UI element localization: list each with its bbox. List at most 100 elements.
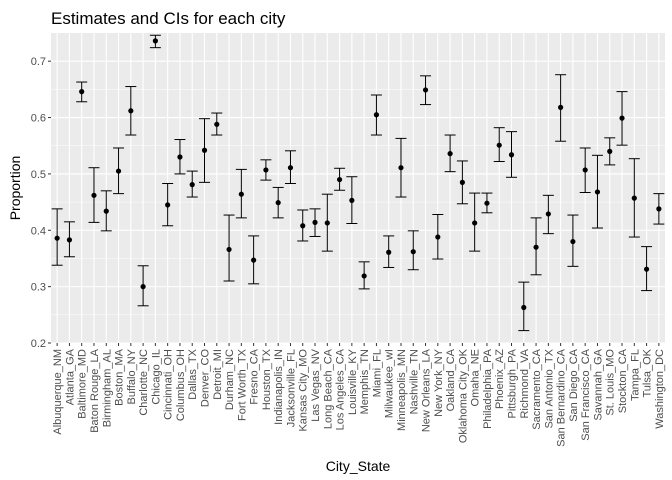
estimate-point xyxy=(447,151,453,157)
x-tick-label: Fresno_CA xyxy=(249,348,261,404)
error-bar xyxy=(235,168,247,219)
error-bar xyxy=(432,213,444,260)
x-tick-label: Oakland_CA xyxy=(445,348,457,411)
error-bar xyxy=(628,158,640,238)
error-bar xyxy=(149,34,161,49)
error-bar xyxy=(358,261,370,290)
error-bar xyxy=(469,192,481,252)
x-tick-label: Indianapolis_IN xyxy=(273,349,285,425)
error-bar xyxy=(567,214,579,267)
estimate-point xyxy=(373,112,380,118)
estimate-point xyxy=(128,108,134,114)
x-tick-label: Washington_DC xyxy=(654,349,666,429)
error-bar xyxy=(370,94,382,136)
error-bar xyxy=(88,167,100,223)
estimate-point xyxy=(177,154,183,160)
estimate-point xyxy=(594,189,601,195)
x-tick-label: Louisville_KY xyxy=(347,348,359,415)
estimate-point xyxy=(361,273,367,279)
estimate-point xyxy=(643,266,650,272)
error-bar xyxy=(383,235,395,268)
estimate-point xyxy=(238,191,244,197)
minor-gridlines xyxy=(51,89,665,316)
error-bar xyxy=(334,167,346,191)
error-bar xyxy=(272,186,284,219)
estimate-point xyxy=(324,220,330,226)
error-bar xyxy=(63,221,75,258)
error-bar xyxy=(113,147,125,195)
estimate-point xyxy=(484,200,490,206)
x-tick-label: Savannah_GA xyxy=(592,348,604,420)
estimate-point xyxy=(189,182,195,188)
x-tick-label: Milwaukee_wI xyxy=(384,349,396,418)
estimate-point xyxy=(607,148,613,154)
error-bar xyxy=(284,150,296,184)
x-tick-label: San Francisco_CA xyxy=(580,348,592,440)
error-bar xyxy=(137,265,149,307)
error-bar xyxy=(395,137,407,198)
x-tick-label: Dallas_TX xyxy=(187,348,199,399)
estimate-point xyxy=(619,115,625,121)
x-tick-label: Charlotte_NC xyxy=(138,349,150,416)
x-tick-label: Oklahoma City_OK xyxy=(457,348,469,443)
estimate-point xyxy=(410,249,416,255)
error-bar xyxy=(297,209,309,242)
estimate-point xyxy=(570,238,576,245)
estimate-point xyxy=(508,152,515,158)
error-bar xyxy=(260,159,272,181)
x-tick-label: Long Beach_CA xyxy=(322,348,334,429)
x-tick-label: New Orleans_LA xyxy=(421,348,433,432)
error-bar xyxy=(174,139,186,175)
estimate-point xyxy=(336,176,343,183)
plot-panel xyxy=(51,33,665,343)
error-bar xyxy=(223,214,235,282)
error-bar xyxy=(76,81,88,103)
error-bar xyxy=(346,176,358,225)
estimate-point xyxy=(226,246,232,253)
x-tick-label: St. Louis_MO xyxy=(605,349,617,416)
x-tick-label: Albuquerque_NM xyxy=(52,349,64,435)
estimate-point xyxy=(312,219,318,225)
estimate-point xyxy=(496,142,502,148)
error-bar xyxy=(481,192,493,214)
x-tick-label: Tampa_FL xyxy=(629,349,641,401)
error-bar xyxy=(248,235,260,285)
estimate-point xyxy=(459,179,465,185)
x-tick-label: Memphis_TN xyxy=(359,349,371,414)
error-bar xyxy=(456,160,468,205)
estimate-point xyxy=(398,165,404,171)
y-axis-title: Proportion xyxy=(7,156,23,221)
x-tick-label: Buffalo_NY xyxy=(126,348,138,404)
error-bar xyxy=(591,154,603,229)
x-tick-label: Baltimore_MD xyxy=(77,349,89,419)
estimate-point xyxy=(263,167,269,173)
x-tick-label: Chicago_IL xyxy=(150,349,162,405)
estimate-point xyxy=(165,202,171,208)
estimate-point xyxy=(472,220,478,226)
y-tick-label: 0.5 xyxy=(31,169,46,181)
estimate-point xyxy=(558,104,564,110)
x-axis: Albuquerque_NM Atlanta_GA Baltimore_MD Bato… xyxy=(52,343,666,447)
estimate-point xyxy=(287,165,294,171)
error-bar xyxy=(100,190,112,232)
error-bar xyxy=(530,217,542,276)
error-bar xyxy=(186,170,198,198)
estimate-point xyxy=(115,168,122,174)
estimate-point xyxy=(275,200,281,206)
x-tick-label: Las Vegas_NV xyxy=(310,348,322,421)
error-bar xyxy=(199,118,210,183)
estimate-point xyxy=(631,195,637,201)
estimate-point xyxy=(251,257,257,263)
estimate-point xyxy=(386,249,392,255)
error-bar xyxy=(407,230,419,271)
error-bar xyxy=(641,246,653,292)
estimate-point xyxy=(582,167,588,173)
estimate-point xyxy=(214,121,220,127)
estimate-point xyxy=(300,223,306,229)
error-bar xyxy=(444,134,456,173)
data-marks xyxy=(51,34,665,332)
estimate-point xyxy=(140,284,146,290)
x-tick-label: New York_NY xyxy=(433,348,445,417)
error-bar xyxy=(162,182,174,227)
